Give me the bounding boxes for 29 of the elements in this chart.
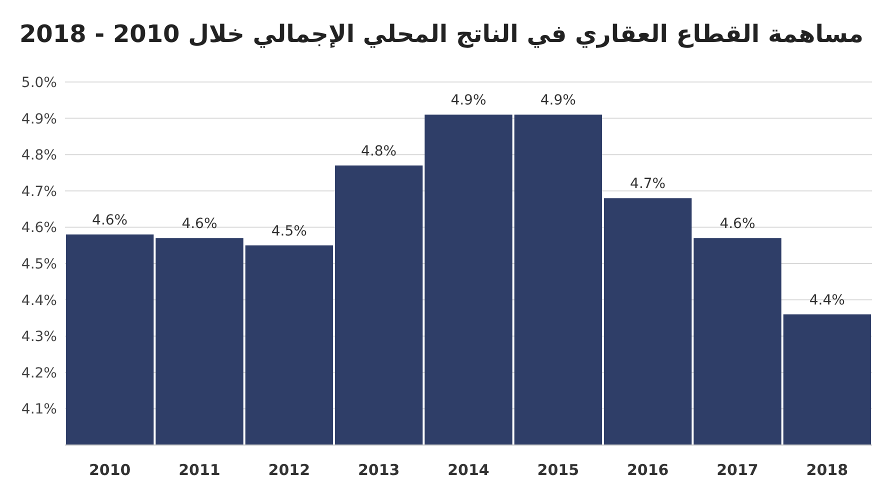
x-tick-label: 2010 (88, 461, 131, 479)
data-label: 4.7% (630, 176, 666, 192)
data-label: 4.8% (361, 143, 397, 160)
x-tick-label: 2018 (806, 461, 848, 479)
x-tick-label: 2014 (448, 461, 490, 479)
x-tick-label: 2016 (626, 461, 669, 479)
data-label: 4.6% (182, 216, 218, 232)
data-label: 4.6% (720, 216, 756, 232)
y-tick-label: 4.7% (21, 184, 57, 200)
y-tick-label: 4.9% (21, 111, 57, 128)
data-label: 4.4% (809, 292, 845, 308)
data-label: 4.9% (540, 92, 576, 109)
y-tick-label: 4.3% (21, 329, 57, 346)
y-tick-label: 4.6% (21, 220, 57, 236)
y-tick-label: 4.2% (21, 365, 57, 382)
x-tick-label: 2012 (268, 461, 310, 479)
y-tick-label: 5.0% (21, 75, 57, 91)
x-tick-label: 2017 (716, 461, 758, 479)
x-tick-label: 2011 (178, 461, 220, 479)
data-label: 4.5% (271, 223, 307, 240)
y-tick-label: 4.8% (21, 148, 57, 164)
y-tick-label: 4.4% (21, 292, 57, 309)
x-tick-label: 2013 (358, 461, 400, 479)
data-label: 4.9% (450, 92, 486, 109)
chart-title: مساهمة القطاع العقاري في الناتج المحلي الإجمالي خلال 2010 - 2018 (19, 20, 864, 48)
y-tick-label: 4.1% (21, 402, 57, 418)
data-label: 4.6% (92, 212, 128, 228)
x-tick-label: 2015 (537, 461, 580, 479)
y-tick-label: 4.5% (21, 256, 57, 272)
